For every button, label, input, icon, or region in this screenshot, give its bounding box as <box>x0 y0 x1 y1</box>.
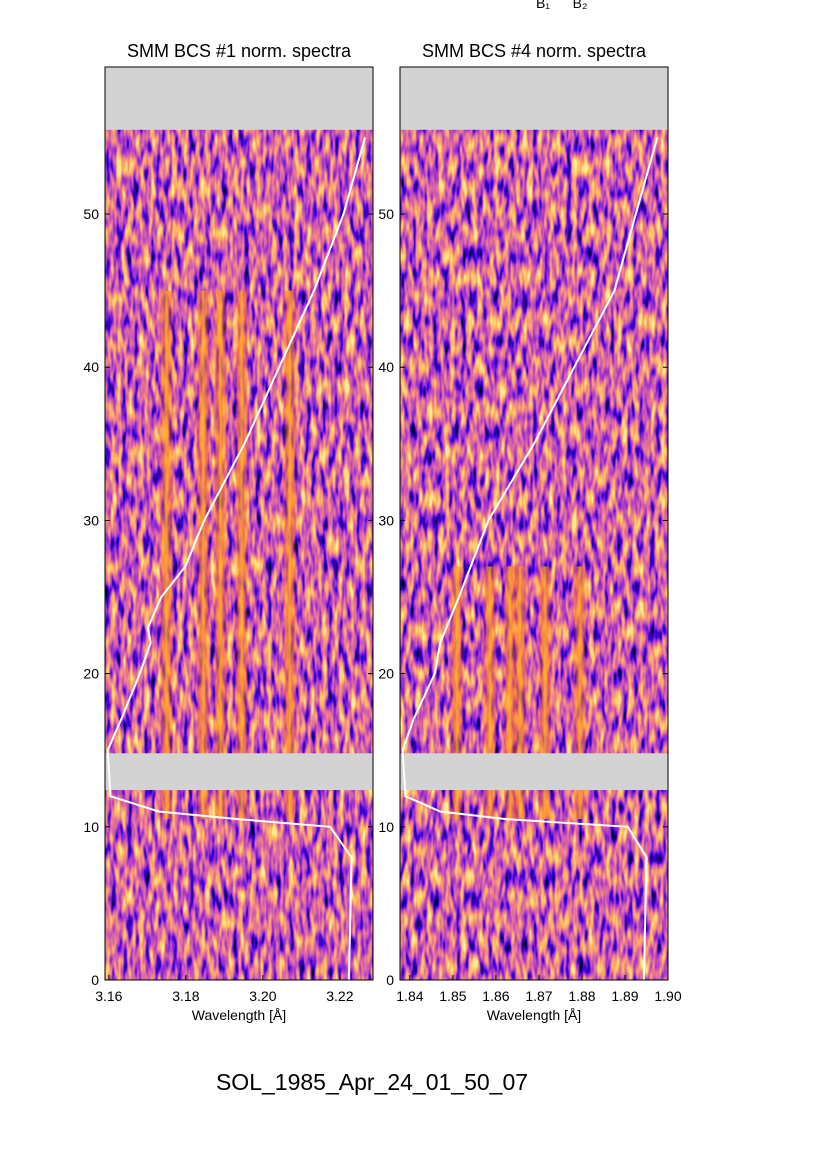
data-gap <box>400 67 668 130</box>
y-tick-label: 30 <box>83 512 99 528</box>
header-label: B₂ <box>573 0 588 11</box>
y-tick-label: 40 <box>378 359 394 375</box>
x-tick-label: 1.85 <box>439 988 466 1004</box>
x-tick-label: 1.88 <box>568 988 595 1004</box>
light-curve <box>106 137 366 980</box>
axes-frame <box>399 66 669 981</box>
data-gap <box>105 67 373 130</box>
x-axis-label: Wavelength [Å] <box>487 1007 581 1023</box>
header-label: B₁ <box>536 0 550 11</box>
y-tick-label: 50 <box>83 206 99 222</box>
plot-area <box>105 67 373 980</box>
axes-frame <box>104 66 374 981</box>
panel-title: SMM BCS #1 norm. spectra <box>127 41 352 61</box>
y-tick-label: 10 <box>378 819 394 835</box>
y-tick-label: 10 <box>83 819 99 835</box>
data-gap <box>105 753 373 791</box>
panel-title: SMM BCS #4 norm. spectra <box>422 41 647 61</box>
x-tick-label: 3.16 <box>95 988 122 1004</box>
x-tick-label: 1.87 <box>525 988 552 1004</box>
y-tick-label: 0 <box>91 972 99 988</box>
plot-area <box>400 67 668 980</box>
x-tick-label: 1.89 <box>611 988 638 1004</box>
x-axis-label: Wavelength [Å] <box>192 1007 286 1023</box>
y-tick-label: 50 <box>378 206 394 222</box>
x-tick-label: 1.90 <box>654 988 681 1004</box>
y-tick-label: 30 <box>378 512 394 528</box>
x-tick-label: 3.20 <box>249 988 276 1004</box>
spectrogram-image <box>400 67 668 980</box>
x-tick-label: 1.84 <box>396 988 423 1004</box>
emission-line <box>234 290 249 820</box>
emission-line <box>159 290 174 820</box>
emission-line <box>282 290 297 820</box>
emission-line <box>196 290 211 820</box>
y-tick-label: 20 <box>378 666 394 682</box>
caption: SOL_1985_Apr_24_01_50_07 <box>216 1069 528 1095</box>
y-tick-label: 20 <box>83 666 99 682</box>
emission-line <box>213 290 228 820</box>
light-curve <box>401 137 659 980</box>
x-tick-label: 3.22 <box>326 988 353 1004</box>
y-tick-label: 40 <box>83 359 99 375</box>
x-tick-label: 3.18 <box>172 988 199 1004</box>
x-tick-label: 1.86 <box>482 988 509 1004</box>
data-gap <box>400 753 668 791</box>
y-tick-label: 0 <box>386 972 394 988</box>
